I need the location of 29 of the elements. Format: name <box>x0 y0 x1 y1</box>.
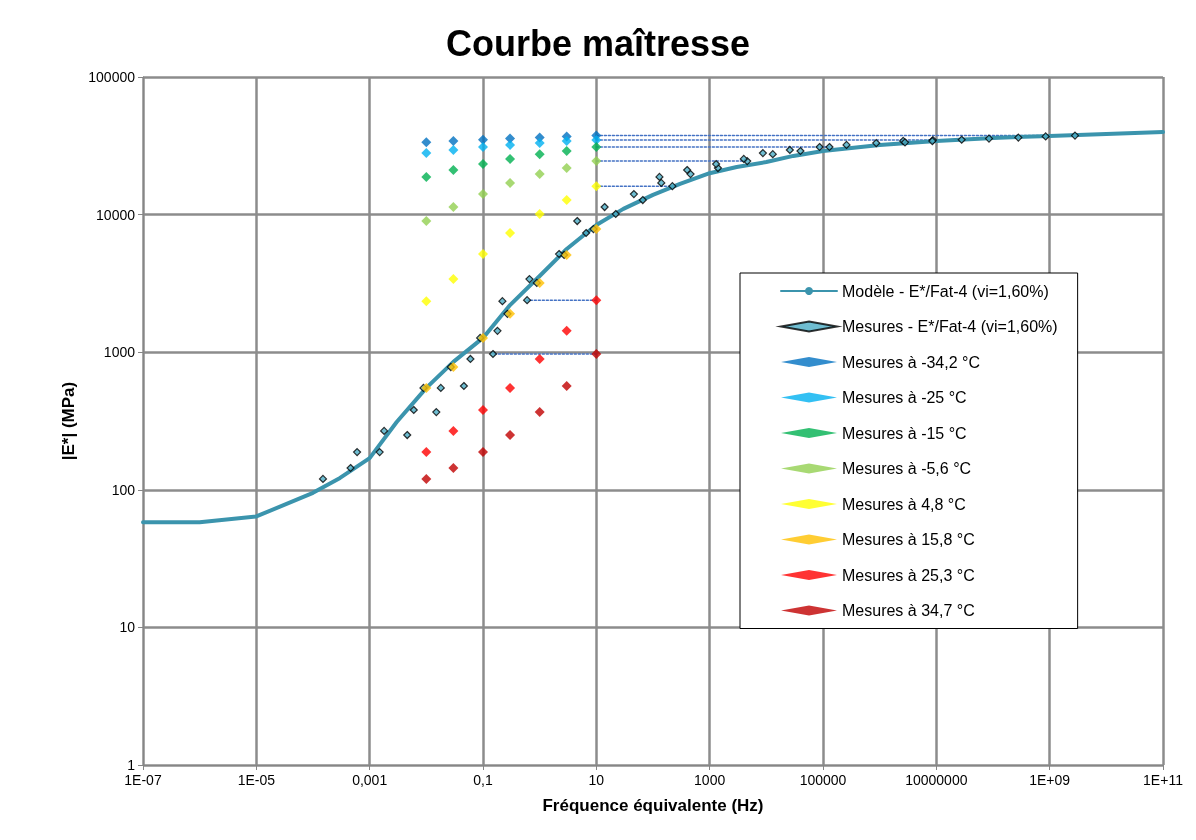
y-tick-label: 1 <box>127 757 136 773</box>
y-tick-label: 100 <box>111 481 136 498</box>
x-tick-label: 1000 <box>694 772 726 788</box>
x-tick-label: 0,1 <box>473 772 493 788</box>
legend-label: Mesures à 25,3 °C <box>842 566 975 584</box>
x-tick-label: 1E-05 <box>237 772 276 788</box>
x-tick-label: 1E+11 <box>1143 772 1184 788</box>
legend-label: Mesures à 15,8 °C <box>842 531 975 548</box>
y-tick-label: 10000 <box>96 206 136 223</box>
legend-label: Mesures à 4,8 °C <box>842 495 966 513</box>
legend-label: Modèle - E*/Fat-4 (vi=1,60%) <box>842 282 1049 300</box>
x-tick-label: 1E-07 <box>124 772 162 788</box>
x-tick-label: 10 <box>588 772 605 788</box>
legend-label: Mesures à -25 °C <box>842 389 967 406</box>
x-axis-title: Fréquence équivalente (Hz) <box>542 796 764 815</box>
y-axis-title: |E*| (MPa) <box>59 381 79 461</box>
legend-label: Mesures à 34,7 °C <box>842 602 975 619</box>
legend-label: Mesures - E*/Fat-4 (vi=1,60%) <box>842 318 1058 335</box>
legend-label: Mesures à -15 °C <box>842 424 967 442</box>
chart-title: Courbe maîtresse <box>445 22 751 64</box>
x-tick-label: 0,001 <box>352 772 388 788</box>
x-tick-label: 10000000 <box>905 772 968 788</box>
legend-label: Mesures à -5,6 °C <box>842 460 972 477</box>
y-tick-label: 10 <box>119 619 136 636</box>
x-tick-label: 1E+09 <box>1029 772 1071 788</box>
y-tick-label: 100000 <box>88 69 136 85</box>
y-tick-label: 1000 <box>103 344 136 361</box>
legend-label: Mesures à -34,2 °C <box>842 353 981 371</box>
x-tick-label: 100000 <box>799 772 847 788</box>
